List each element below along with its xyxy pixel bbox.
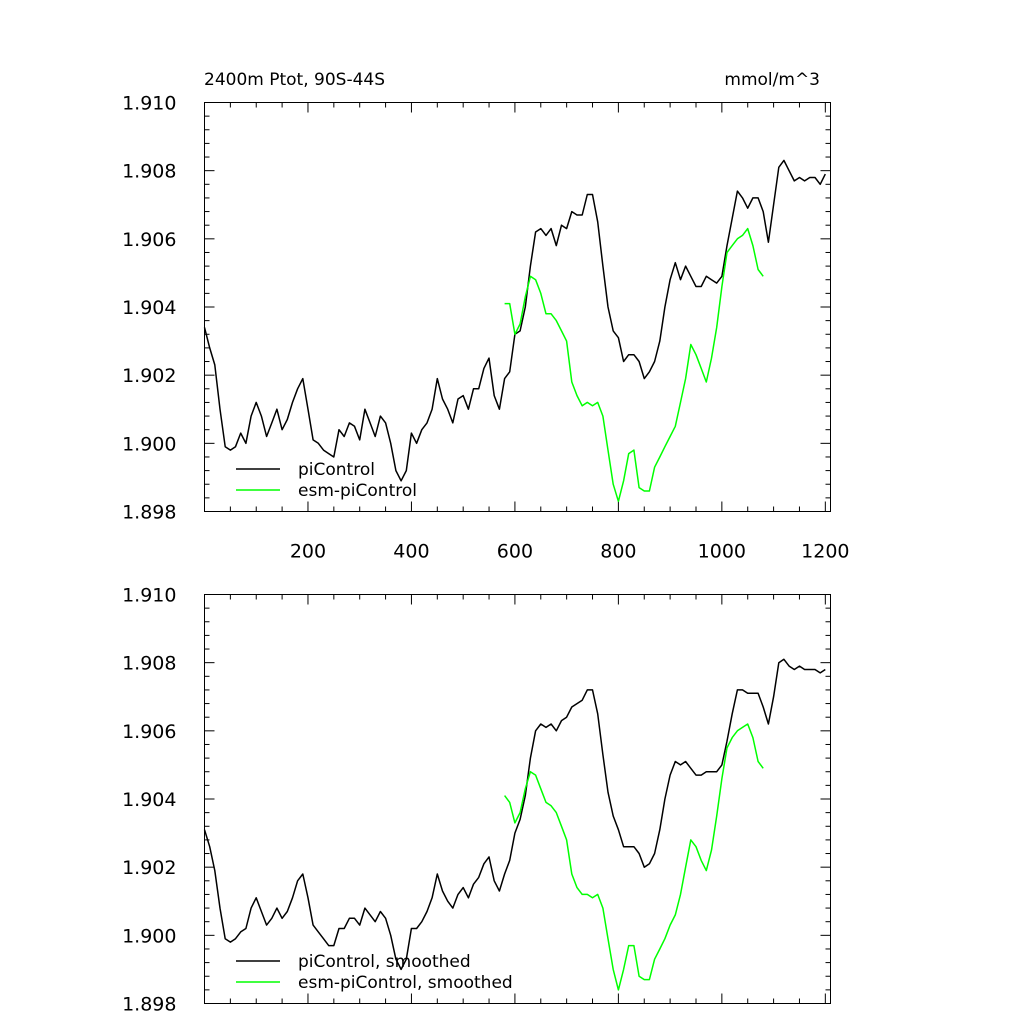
legend-label: piControl — [298, 460, 375, 480]
y-tick-label: 1.904 — [122, 297, 176, 319]
legend-label: esm-piControl, smoothed — [298, 973, 513, 993]
series-group — [203, 159, 826, 503]
series-group — [203, 658, 826, 991]
chart-title: 2400m Ptot, 90S-44S — [204, 70, 385, 90]
series-line — [203, 658, 826, 971]
x-tick-label: 400 — [393, 541, 429, 563]
y-tick-label: 1.908 — [122, 161, 176, 183]
y-tick-label: 1.900 — [122, 433, 176, 455]
axis-ticks: 200 400 600 800 1000 1200 1.898 1.900 1.902 1.904… — [122, 93, 849, 563]
units-label: mmol/m^3 — [724, 70, 820, 90]
y-tick-label: 1.904 — [122, 789, 176, 811]
y-tick-label: 1.902 — [122, 857, 176, 879]
y-tick-label: 1.902 — [122, 365, 176, 387]
plot-frame — [204, 102, 831, 512]
y-tick-label: 1.908 — [122, 653, 176, 675]
axis-ticks: 1.898 1.900 1.902 1.904 1.906 1.908 1.910 — [122, 585, 831, 1016]
y-tick-label: 1.898 — [122, 502, 176, 524]
bottom-chart-panel: 1.898 1.900 1.902 1.904 1.906 1.908 1.910 piCo… — [122, 585, 831, 1016]
top-chart-panel: 2400m Ptot, 90S-44S mmol/m^3 200 400 600 80… — [122, 70, 849, 563]
series-line — [504, 723, 764, 991]
y-tick-label: 1.906 — [122, 229, 176, 251]
series-line — [203, 159, 826, 482]
y-tick-label: 1.910 — [122, 93, 176, 115]
y-tick-label: 1.906 — [122, 721, 176, 743]
series-line — [504, 227, 764, 503]
x-tick-label: 1200 — [801, 541, 849, 563]
x-tick-label: 1000 — [698, 541, 746, 563]
legend-label: piControl, smoothed — [298, 952, 471, 972]
y-tick-label: 1.910 — [122, 585, 176, 607]
legend-label: esm-piControl — [298, 481, 417, 501]
plot-frame — [204, 594, 831, 1004]
x-tick-label: 200 — [290, 541, 326, 563]
x-tick-label: 800 — [600, 541, 636, 563]
y-tick-label: 1.900 — [122, 925, 176, 947]
x-tick-label: 600 — [497, 541, 533, 563]
y-tick-label: 1.898 — [122, 994, 176, 1016]
